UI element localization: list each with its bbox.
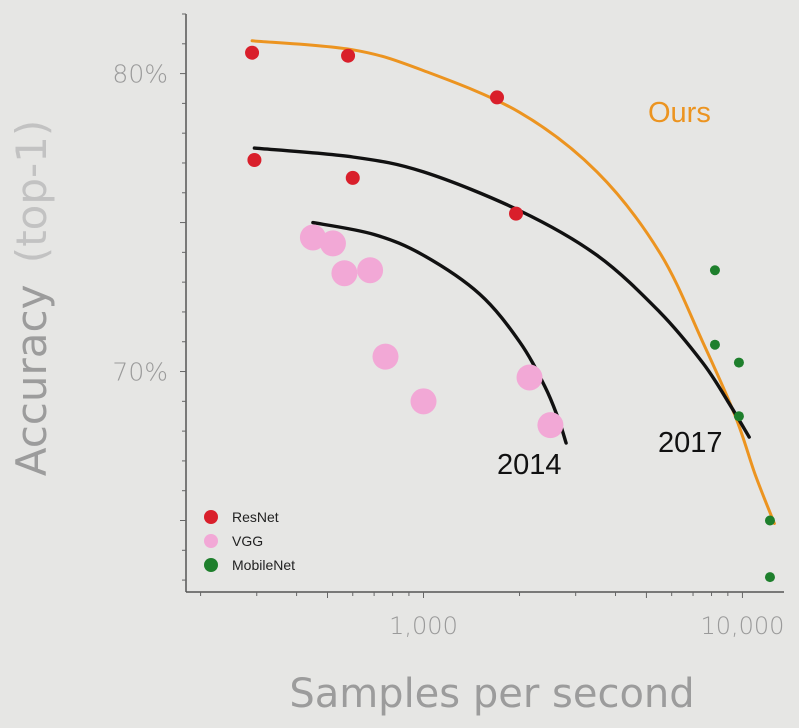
point-mobilenet — [733, 357, 744, 368]
point-vgg — [410, 388, 437, 415]
legend-swatch-resnet — [204, 510, 218, 524]
legend-label-resnet: ResNet — [232, 509, 279, 525]
curve-label-ours: Ours — [648, 97, 711, 129]
axes — [180, 13, 784, 598]
point-resnet — [247, 152, 262, 167]
x-tick-label: 1,000 — [389, 612, 458, 640]
legend: ResNet VGG MobileNet — [204, 509, 295, 573]
legend-swatch-mobilenet — [204, 558, 218, 572]
x-axis-title: Samples per second — [289, 671, 694, 717]
point-vgg — [331, 260, 358, 287]
point-vgg — [357, 257, 384, 284]
legend-label-vgg: VGG — [232, 533, 263, 549]
legend-label-mobilenet: MobileNet — [232, 557, 295, 573]
frontier-curve-2017 — [252, 146, 751, 439]
y-axis-title-suffix: (top-1) — [7, 120, 56, 263]
legend-swatch-vgg — [204, 534, 218, 548]
point-resnet — [509, 206, 524, 221]
frontier-curve-ours — [250, 39, 776, 525]
point-mobilenet — [764, 572, 775, 583]
y-axis-title: Accuracy (top-1) — [7, 120, 56, 477]
point-resnet — [490, 90, 505, 105]
y-tick-label: 80% — [112, 60, 168, 89]
y-tick-label: 70% — [112, 358, 168, 387]
tick-labels: 70% 80% 1,000 10,000 — [112, 60, 784, 640]
point-mobilenet — [733, 411, 744, 422]
point-mobilenet — [709, 265, 720, 276]
curve-labels: Ours 2017 2014 — [497, 97, 723, 481]
point-resnet — [345, 170, 360, 185]
curve-label-2017: 2017 — [658, 427, 723, 459]
data-points — [245, 45, 775, 583]
point-resnet — [341, 48, 356, 63]
point-mobilenet — [764, 515, 775, 526]
point-vgg — [299, 224, 326, 251]
point-vgg — [537, 412, 564, 439]
point-mobilenet — [709, 339, 720, 350]
point-vgg — [319, 230, 346, 257]
curve-label-2014: 2014 — [497, 449, 562, 481]
axis-minor-ticks — [180, 13, 743, 598]
y-axis-title-main: Accuracy — [7, 285, 56, 477]
x-tick-label: 10,000 — [700, 612, 784, 640]
point-resnet — [245, 45, 260, 60]
point-vgg — [516, 364, 543, 391]
point-vgg — [372, 343, 399, 370]
